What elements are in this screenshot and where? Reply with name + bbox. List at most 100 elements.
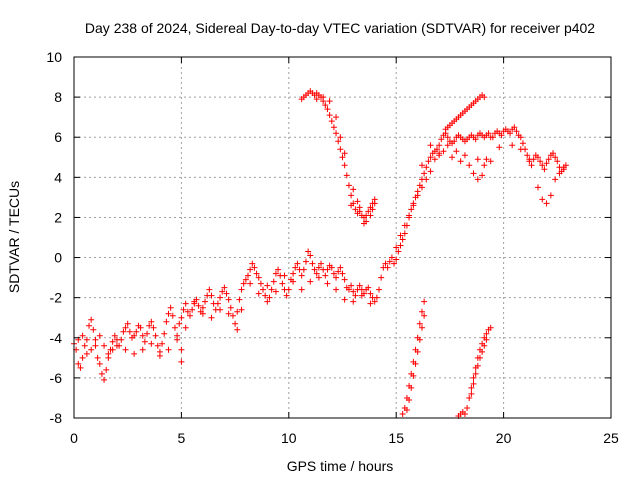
data-point: [352, 206, 359, 213]
data-point: [199, 304, 206, 311]
data-point: [167, 304, 174, 311]
data-point: [412, 360, 419, 367]
data-point: [337, 134, 344, 141]
data-point: [83, 350, 90, 357]
data-point: [487, 158, 494, 165]
data-point: [174, 336, 181, 343]
data-point: [423, 164, 430, 171]
data-point: [292, 264, 299, 271]
data-point: [176, 320, 183, 327]
y-axis-label: SDTVAR / TECUs: [6, 181, 22, 293]
data-point: [202, 298, 209, 305]
data-point: [264, 282, 271, 289]
data-point: [139, 332, 146, 339]
data-point: [386, 258, 393, 265]
data-point: [479, 348, 486, 355]
data-point: [560, 166, 567, 173]
data-point: [268, 286, 275, 293]
data-point: [537, 158, 544, 165]
data-point: [418, 324, 425, 331]
data-point: [436, 150, 443, 157]
data-point: [131, 350, 138, 357]
data-point: [371, 298, 378, 305]
data-point: [438, 136, 445, 143]
data-point: [77, 364, 84, 371]
data-point: [189, 306, 196, 313]
data-point: [146, 322, 153, 329]
data-point: [195, 302, 202, 309]
data-point: [382, 260, 389, 267]
data-point: [111, 332, 118, 339]
data-point: [322, 102, 329, 109]
data-point: [315, 264, 322, 271]
data-point: [283, 292, 290, 299]
data-point: [260, 286, 267, 293]
data-point: [307, 278, 314, 285]
data-point: [339, 270, 346, 277]
data-point: [461, 108, 468, 115]
data-point: [229, 312, 236, 319]
data-point: [137, 324, 144, 331]
data-point: [393, 256, 400, 263]
data-point: [410, 372, 417, 379]
data-point: [470, 100, 477, 107]
data-point: [440, 148, 447, 155]
data-point: [79, 354, 86, 361]
data-point: [393, 244, 400, 251]
data-point: [236, 296, 243, 303]
data-point: [272, 288, 279, 295]
data-point: [161, 330, 168, 337]
data-point: [240, 280, 247, 287]
data-point: [483, 330, 490, 337]
data-point: [238, 286, 245, 293]
data-point: [79, 332, 86, 339]
data-point: [113, 342, 120, 349]
data-point: [178, 358, 185, 365]
data-point: [388, 254, 395, 261]
data-point: [457, 158, 464, 165]
data-point: [219, 288, 226, 295]
data-point: [178, 346, 185, 353]
data-point: [470, 374, 477, 381]
data-point: [356, 282, 363, 289]
data-point: [300, 266, 307, 273]
data-point: [247, 280, 254, 287]
data-point: [251, 264, 258, 271]
data-point: [543, 200, 550, 207]
grid: [74, 57, 611, 418]
data-point: [550, 150, 557, 157]
data-point: [414, 192, 421, 199]
data-point: [348, 202, 355, 209]
data-point: [152, 332, 159, 339]
data-point: [401, 230, 408, 237]
data-point: [466, 162, 473, 169]
y-tick-label: 6: [54, 129, 62, 145]
data-point: [326, 112, 333, 119]
data-point: [397, 242, 404, 249]
x-tick-label: 5: [178, 430, 186, 446]
data-point: [545, 156, 552, 163]
data-point: [431, 156, 438, 163]
data-point: [180, 306, 187, 313]
data-point: [109, 338, 116, 345]
data-point: [322, 272, 329, 279]
data-point: [399, 410, 406, 417]
data-point: [507, 130, 514, 137]
data-point: [539, 196, 546, 203]
data-point: [406, 396, 413, 403]
data-point: [350, 298, 357, 305]
data-point: [298, 286, 305, 293]
data-point: [378, 274, 385, 281]
data-point: [257, 280, 264, 287]
data-point: [526, 156, 533, 163]
data-point: [556, 170, 563, 177]
data-point: [120, 328, 127, 335]
data-point: [227, 304, 234, 311]
data-point: [427, 154, 434, 161]
data-point: [169, 312, 176, 319]
data-point: [345, 286, 352, 293]
data-point: [165, 346, 172, 353]
data-point: [182, 300, 189, 307]
data-point: [414, 348, 421, 355]
